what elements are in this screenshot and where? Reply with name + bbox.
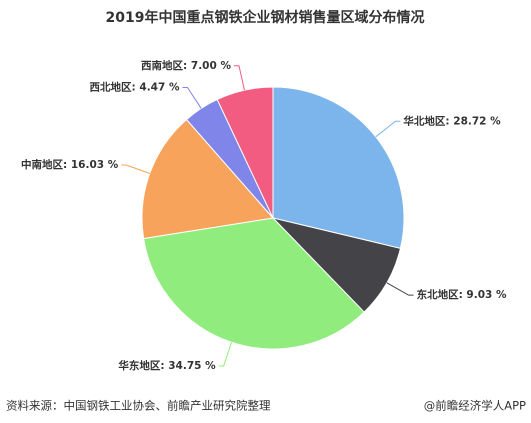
source: 资料来源：中国钢铁工业协会、前瞻产业研究院整理 [6,399,271,413]
data-label: 西北地区: 4.47 % [90,81,180,94]
leader-line [218,342,233,367]
leader-line [182,87,202,109]
leader-line [386,282,414,296]
pie-slice [272,86,405,249]
leader-line [121,164,150,174]
pie-slice [216,86,274,219]
leader-line [375,120,401,138]
data-label: 华北地区: 28.72 % [403,114,501,127]
chart-title: 2019年中国重点钢铁企业钢材销售量区域分布情况 [106,9,425,26]
pie-slice [141,118,274,240]
data-label: 华东地区: 34.75 % [118,359,216,372]
data-label: 西南地区: 7.00 % [141,59,231,72]
data-label: 东北地区: 9.03 % [417,288,507,301]
leader-line [233,65,245,91]
credit: @前瞻经济学人APP [424,399,526,413]
data-label: 中南地区: 16.03 % [21,158,119,171]
